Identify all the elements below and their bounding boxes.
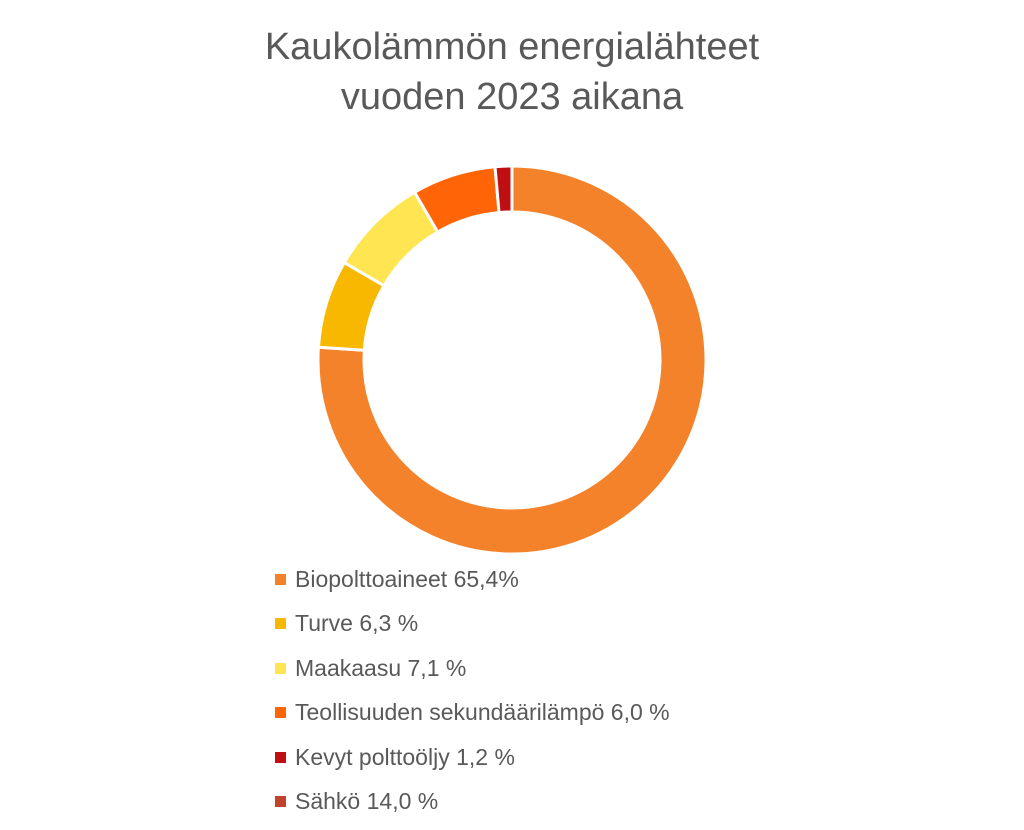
legend-label: Teollisuuden sekundäärilämpö 6,0 % bbox=[295, 699, 670, 726]
legend-label: Biopolttoaineet 65,4% bbox=[295, 565, 519, 592]
donut-slice-kevyt-polttoöljy bbox=[493, 164, 514, 215]
donut-slices bbox=[316, 164, 708, 556]
legend-item: Turve 6,3 % bbox=[275, 602, 670, 647]
chart-title: Kaukolämmön energialähteet vuoden 2023 a… bbox=[0, 22, 1024, 122]
chart-title-line1: Kaukolämmön energialähteet bbox=[264, 26, 760, 68]
chart-title-line2: vuoden 2023 aikana bbox=[340, 76, 684, 118]
legend-label: Kevyt polttoöljy 1,2 % bbox=[295, 743, 515, 770]
legend-item: Maakaasu 7,1 % bbox=[275, 646, 670, 691]
legend-item: Biopolttoaineet 65,4% bbox=[275, 557, 670, 602]
legend-swatch-icon bbox=[275, 796, 286, 808]
legend-label: Sähkö 14,0 % bbox=[295, 788, 439, 815]
legend-swatch-icon bbox=[275, 618, 286, 630]
legend-label: Maakaasu 7,1 % bbox=[295, 654, 467, 681]
legend: Biopolttoaineet 65,4% Turve 6,3 % Maakaa… bbox=[275, 557, 670, 824]
legend-swatch-icon bbox=[275, 573, 286, 585]
legend-swatch-icon bbox=[275, 707, 286, 719]
donut-slice-biopolttoaineet bbox=[316, 164, 708, 556]
legend-item: Sähkö 14,0 % bbox=[275, 780, 670, 825]
legend-item: Kevyt polttoöljy 1,2 % bbox=[275, 735, 670, 780]
legend-swatch-icon bbox=[275, 751, 286, 763]
legend-label: Turve 6,3 % bbox=[295, 610, 419, 637]
legend-swatch-icon bbox=[275, 662, 286, 674]
legend-item: Teollisuuden sekundäärilämpö 6,0 % bbox=[275, 691, 670, 736]
